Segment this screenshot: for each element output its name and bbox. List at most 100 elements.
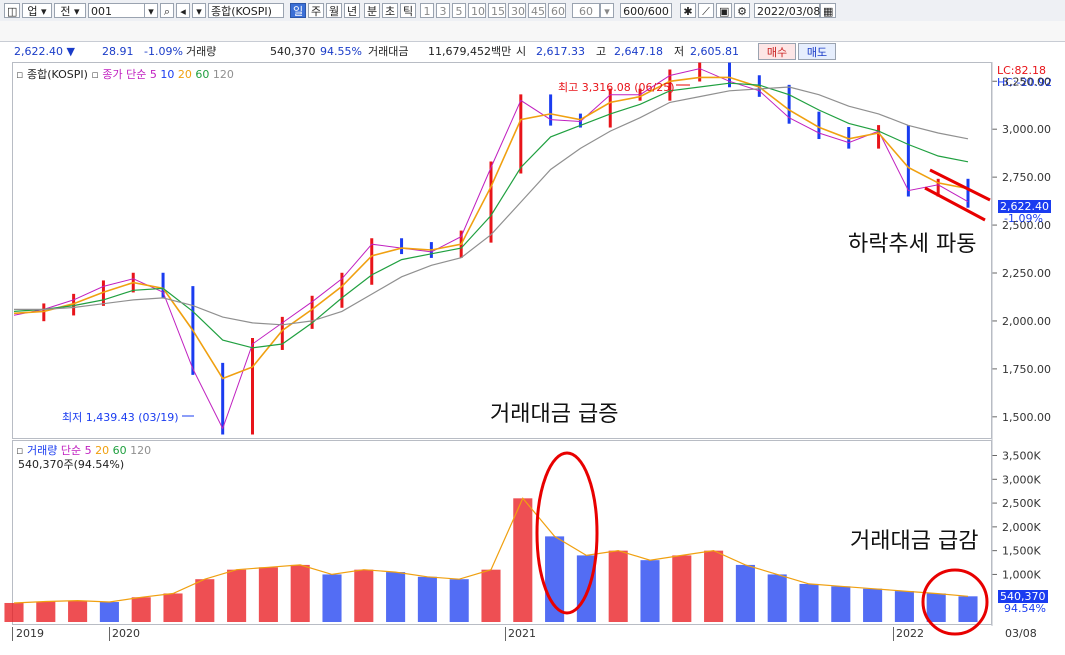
search-icon[interactable]: ⌕ xyxy=(160,3,174,18)
volume-bar xyxy=(36,601,56,622)
value-label: 거래대금 xyxy=(368,45,409,58)
period-day[interactable]: 일 xyxy=(290,3,306,18)
quote-change: 28.91 xyxy=(102,45,134,58)
price-legend-title: 종합(KOSPI) xyxy=(26,68,88,81)
symbol-dropdown-icon[interactable]: ▾ xyxy=(192,3,206,18)
period-week[interactable]: 주 xyxy=(308,3,324,18)
interval-5[interactable]: 5 xyxy=(452,3,466,18)
volume-bar xyxy=(863,588,883,622)
last-volume-tag: 540,370 xyxy=(998,590,1048,603)
volume-bar xyxy=(195,579,215,622)
quote-low: 2,605.81 xyxy=(690,45,739,58)
quote-volume-pct: 94.55% xyxy=(320,45,362,58)
date-tick: 2019 xyxy=(16,627,44,640)
price-legend-ma5: 5 xyxy=(149,68,157,81)
price-axis-label: 2,000.00 xyxy=(1002,315,1051,328)
decline-ellipse xyxy=(921,568,989,636)
interval-30[interactable]: 30 xyxy=(508,3,526,18)
volume-bar xyxy=(4,602,24,622)
interval-60[interactable]: 60 xyxy=(548,3,566,18)
draw-icon[interactable]: ⟋ xyxy=(698,3,714,18)
volume-bar xyxy=(767,574,787,622)
price-axis-label: 3,000.00 xyxy=(1002,123,1051,136)
period-second[interactable]: 초 xyxy=(382,3,398,18)
interval-custom-input[interactable]: 60 xyxy=(572,3,600,18)
decline-annotation: 거래대금 급감 xyxy=(850,529,979,554)
volume-bar xyxy=(354,569,374,622)
date-divider xyxy=(505,627,506,641)
price-axis-label: 2,750.00 xyxy=(1002,171,1051,184)
high-note: 최고 3,316.08 (06/25) xyxy=(558,81,675,94)
price-axis-label: 3,250.00 xyxy=(1002,75,1051,88)
volume-legend-ma20: 20 xyxy=(95,444,110,457)
volume-axis-label: 3,500K xyxy=(1002,450,1041,463)
market-label: 업 xyxy=(27,5,38,18)
volume-bar xyxy=(894,591,914,622)
interval-3[interactable]: 3 xyxy=(436,3,450,18)
interval-45[interactable]: 45 xyxy=(528,3,546,18)
volume-legend-ma-label: 단순 xyxy=(60,444,82,457)
code-dropdown-icon[interactable]: ▾ xyxy=(144,3,158,18)
date-divider xyxy=(12,627,13,641)
surge-ellipse xyxy=(535,451,599,615)
sell-button[interactable]: 매도 xyxy=(798,43,836,60)
volume-bar xyxy=(640,560,660,622)
low-label: 저 xyxy=(674,45,685,58)
price-legend-ma20: 20 xyxy=(177,68,192,81)
price-close-line xyxy=(13,68,969,430)
ma-line-60 xyxy=(13,82,969,349)
indicator-icon[interactable]: ✱ xyxy=(680,3,696,18)
price-axis-label: 1,750.00 xyxy=(1002,363,1051,376)
interval-dropdown-icon[interactable]: ▾ xyxy=(600,3,614,18)
code-value: 001 xyxy=(91,5,112,18)
mode-select[interactable]: 전 ▾ xyxy=(54,3,86,18)
volume-bar xyxy=(513,498,533,622)
volume-bar xyxy=(322,574,342,622)
interval-15[interactable]: 15 xyxy=(488,3,506,18)
period-month[interactable]: 월 xyxy=(326,3,342,18)
count-input[interactable]: 600/600 xyxy=(620,3,672,18)
volume-legend-ma120: 120 xyxy=(130,444,152,457)
volume-bar xyxy=(704,550,724,622)
interval-1[interactable]: 1 xyxy=(420,3,434,18)
buy-button[interactable]: 매수 xyxy=(758,43,796,60)
last-price-tag: 2,622.40 xyxy=(998,200,1051,213)
layout-icon[interactable]: ◫ xyxy=(4,3,20,18)
lc-value: LC:82.18 xyxy=(997,64,1047,77)
price-legend-ma10: 10 xyxy=(160,68,175,81)
price-axis-label: 2,250.00 xyxy=(1002,267,1051,280)
volume-legend: ▫ 거래량 단순 5 20 60 120 xyxy=(16,444,152,457)
date-input[interactable]: 2022/03/08 xyxy=(754,3,820,18)
volume-bar xyxy=(290,564,310,622)
surge-annotation: 거래대금 급증 xyxy=(490,402,619,427)
period-year[interactable]: 년 xyxy=(344,3,360,18)
period-tick[interactable]: 틱 xyxy=(400,3,416,18)
volume-bar xyxy=(131,597,151,622)
volume-bar xyxy=(735,564,755,622)
market-select[interactable]: 업 ▾ xyxy=(22,3,52,18)
period-minute[interactable]: 분 xyxy=(364,3,380,18)
volume-axis-label: 2,000K xyxy=(1002,521,1041,534)
volume-bar xyxy=(926,593,946,622)
volume-axis-label: 1,000K xyxy=(1002,568,1041,581)
speaker-icon[interactable]: ◂ xyxy=(176,3,190,18)
gear-icon[interactable]: ⚙ xyxy=(734,3,750,18)
ma-line-120 xyxy=(14,86,969,326)
quote-change-pct: -1.09% xyxy=(144,45,183,58)
hc-value: HC:-20.92 xyxy=(997,76,1053,89)
last-price-pct: -1.09% xyxy=(1004,212,1043,225)
date-tick: 2020 xyxy=(112,627,140,640)
date-tick: 2021 xyxy=(508,627,536,640)
save-icon[interactable]: ▣ xyxy=(716,3,732,18)
date-tick: 2022 xyxy=(896,627,924,640)
volume-bar xyxy=(481,569,501,622)
quote-volume: 540,370 xyxy=(270,45,316,58)
calendar-icon[interactable]: ▦ xyxy=(820,3,836,18)
quote-value: 11,679,452백만 xyxy=(428,45,512,58)
volume-bar xyxy=(799,583,819,622)
interval-10[interactable]: 10 xyxy=(468,3,486,18)
volume-axis-label: 3,000K xyxy=(1002,473,1041,486)
code-input[interactable]: 001 xyxy=(88,3,158,18)
price-axis-label: 2,500.00 xyxy=(1002,219,1051,232)
volume-bar xyxy=(672,555,692,622)
